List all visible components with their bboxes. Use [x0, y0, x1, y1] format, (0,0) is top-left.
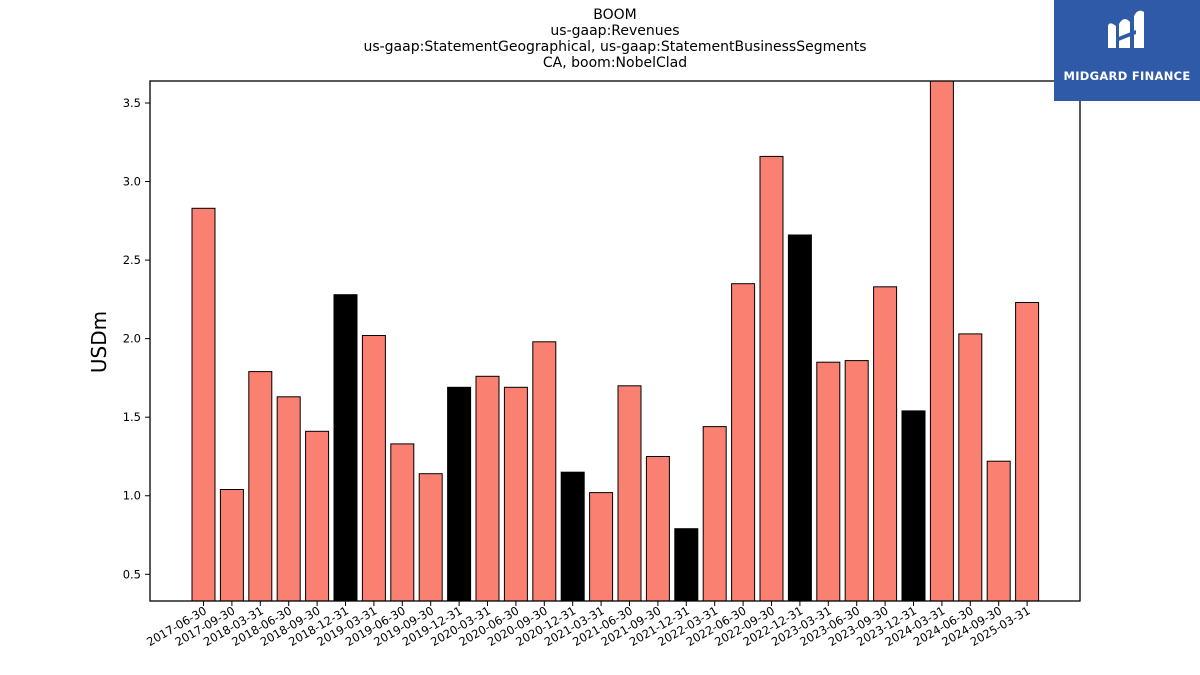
bar-2022-09-30 — [759, 155, 784, 602]
bar-2019-09-30 — [418, 473, 443, 602]
bar-2023-03-31 — [816, 361, 841, 602]
bar-2018-09-30 — [305, 430, 330, 602]
plot-frame — [149, 80, 1081, 602]
title-line-3: us-gaap:StatementGeographical, us-gaap:S… — [363, 39, 867, 55]
title-line-2: us-gaap:Revenues — [550, 23, 680, 39]
y-tick-label-1.0: 1.0 — [123, 489, 141, 503]
chart-title: BOOM us-gaap:Revenues us-gaap:StatementG… — [150, 7, 1080, 71]
bars-group — [191, 80, 1040, 602]
bar-2022-12-31 — [787, 234, 812, 602]
y-axis-label: USDm — [87, 311, 111, 373]
bar-2020-03-31 — [475, 375, 500, 602]
bar-2017-09-30 — [219, 489, 244, 602]
bar-2019-03-31 — [361, 335, 386, 602]
midgard-finance-logo: MIDGARD FINANCE — [1054, 0, 1200, 101]
bar-2024-06-30 — [958, 333, 983, 602]
bar-2019-06-30 — [390, 443, 415, 602]
y-axis: 0.5 1.0 1.5 2.0 2.5 3.0 3.5 — [123, 96, 150, 581]
y-tick-label-0.5: 0.5 — [123, 567, 141, 581]
bar-2023-12-31 — [901, 410, 926, 602]
y-tick-label-3.5: 3.5 — [123, 96, 141, 110]
title-line-1: BOOM — [593, 7, 637, 23]
bar-2017-06-30 — [191, 207, 216, 602]
bar-2024-03-31 — [929, 80, 954, 602]
bar-2023-09-30 — [873, 286, 898, 602]
logo-text: MIDGARD FINANCE — [1063, 69, 1191, 83]
y-tick-label-3.0: 3.0 — [123, 175, 141, 189]
bar-2024-09-30 — [986, 460, 1011, 602]
bar-2018-12-31 — [333, 294, 358, 602]
bar-2022-06-30 — [731, 283, 756, 602]
bar-2020-09-30 — [532, 341, 557, 602]
title-line-4: CA, boom:NobelClad — [542, 55, 688, 71]
y-tick-label-2.5: 2.5 — [123, 253, 141, 267]
bar-2020-12-31 — [560, 471, 585, 602]
bar-2023-06-30 — [844, 360, 869, 602]
y-tick-label-1.5: 1.5 — [123, 410, 141, 424]
bar-2018-06-30 — [276, 396, 301, 602]
bar-2018-03-31 — [248, 371, 273, 602]
bar-2025-03-31 — [1015, 302, 1040, 602]
x-axis: 2017-06-302017-09-302018-03-312018-06-30… — [144, 601, 1033, 649]
bar-2021-09-30 — [645, 456, 670, 602]
y-tick-label-2.0: 2.0 — [123, 332, 141, 346]
bar-2021-06-30 — [617, 385, 642, 602]
bar-2020-06-30 — [503, 386, 528, 602]
midgard-m-icon — [1108, 10, 1144, 49]
bar-2021-12-31 — [674, 528, 699, 602]
bar-2022-03-31 — [702, 426, 727, 602]
bar-2021-03-31 — [589, 492, 614, 602]
bar-2019-12-31 — [447, 386, 472, 602]
